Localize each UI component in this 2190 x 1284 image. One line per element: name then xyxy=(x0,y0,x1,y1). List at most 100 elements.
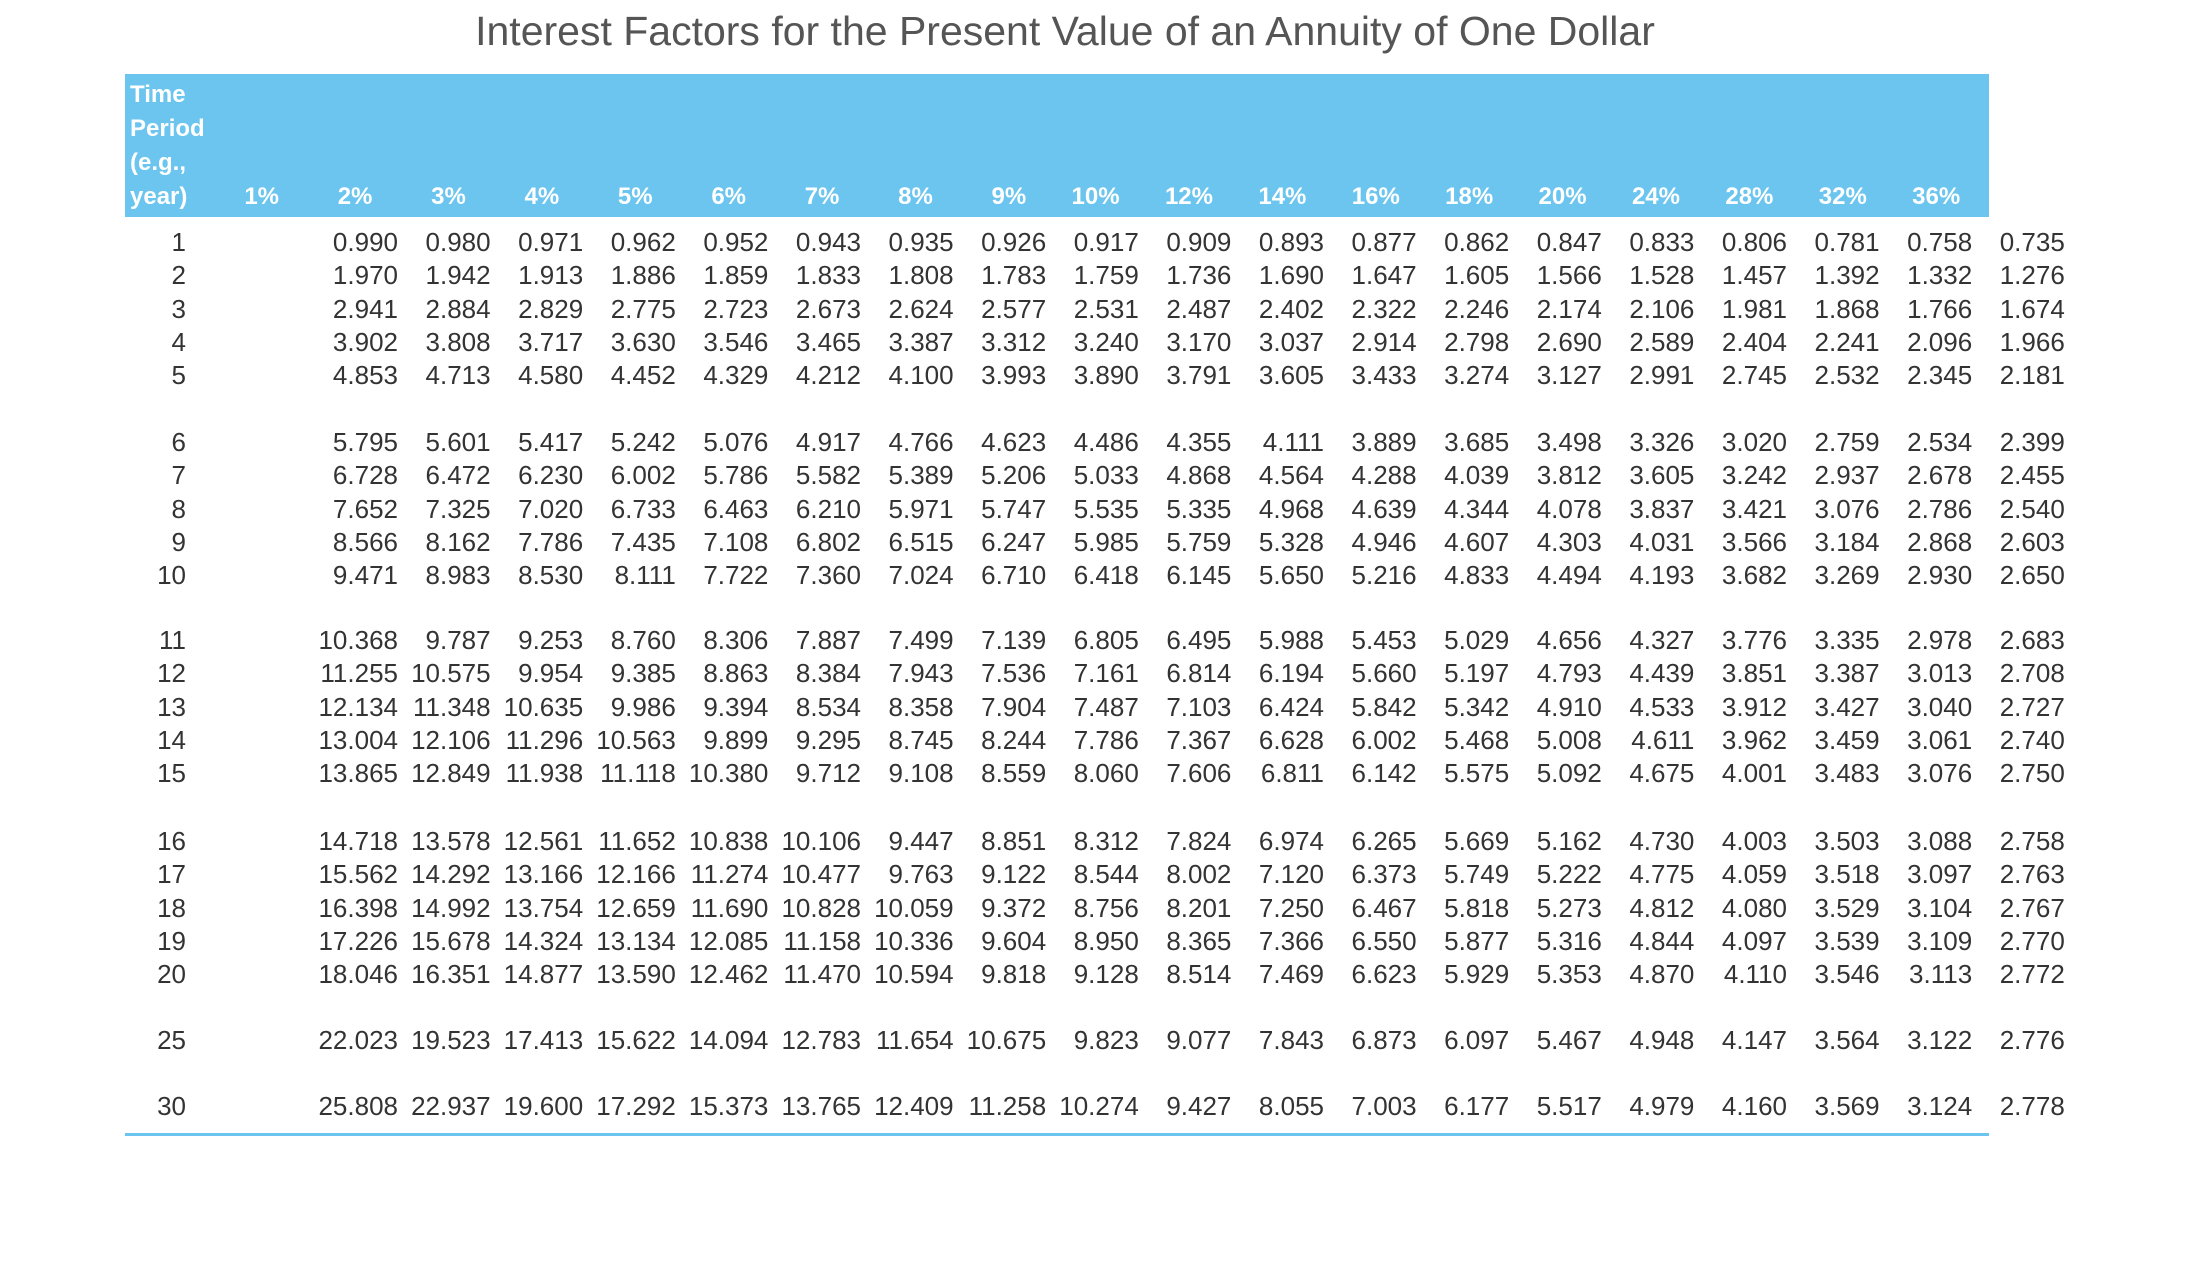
factor-cell: 4.793 xyxy=(1536,658,1602,689)
factor-cell: 2.345 xyxy=(1907,360,1973,391)
factor-cell: 2.723 xyxy=(703,293,769,324)
factor-cell: 6.002 xyxy=(1351,724,1417,755)
factor-cell: 6.097 xyxy=(1444,1025,1510,1055)
factor-cell: 2.763 xyxy=(1999,859,2065,890)
factor-cell: 7.786 xyxy=(518,526,584,557)
factor-cell: 7.487 xyxy=(1073,691,1139,722)
factor-cell: 4.288 xyxy=(1351,460,1417,491)
factor-cell: 15.373 xyxy=(688,1091,769,1121)
factor-cell: 3.630 xyxy=(610,326,676,357)
factor-cell: 10.635 xyxy=(503,691,584,722)
factor-cell: 14.992 xyxy=(411,892,491,923)
factor-cell: 3.889 xyxy=(1351,427,1417,457)
header-cell: 2% xyxy=(337,183,373,210)
factor-cell: 25.808 xyxy=(318,1091,398,1121)
factor-cell: 13.166 xyxy=(503,859,584,890)
header-cell: 5% xyxy=(617,183,653,210)
factor-cell: 22.023 xyxy=(318,1025,398,1055)
factor-cell: 8.365 xyxy=(1166,925,1232,956)
header-cell: 6% xyxy=(711,183,746,210)
factor-cell: 13.754 xyxy=(503,892,584,923)
factor-cell: 0.990 xyxy=(332,227,398,257)
factor-cell: 5.517 xyxy=(1536,1091,1602,1121)
factor-cell: 7.108 xyxy=(703,526,769,557)
factor-cell: 7.024 xyxy=(888,560,954,591)
factor-cell: 12.561 xyxy=(503,826,584,856)
factor-cell: 8.544 xyxy=(1073,859,1139,890)
factor-cell: 9.823 xyxy=(1073,1025,1139,1055)
factor-cell: 14.094 xyxy=(688,1025,769,1055)
factor-cell: 1.392 xyxy=(1814,260,1880,291)
factor-cell: 2.399 xyxy=(1999,427,2065,457)
factor-cell: 13.865 xyxy=(318,758,398,789)
factor-cell: 4.948 xyxy=(1629,1025,1695,1055)
factor-cell: 6.802 xyxy=(795,526,861,557)
header-cell: 20% xyxy=(1538,183,1587,210)
factor-cell: 10.838 xyxy=(688,826,769,856)
factor-cell: 9.427 xyxy=(1166,1091,1232,1121)
factor-cell: 6.550 xyxy=(1351,925,1417,956)
factor-cell: 3.459 xyxy=(1814,724,1880,755)
period-cell: 19 xyxy=(157,925,186,956)
factor-cell: 6.805 xyxy=(1073,625,1139,655)
factor-cell: 5.582 xyxy=(795,460,861,491)
factor-cell: 4.564 xyxy=(1258,460,1324,491)
factor-cell: 10.336 xyxy=(874,925,954,956)
factor-cell: 6.628 xyxy=(1258,724,1324,755)
factor-cell: 2.532 xyxy=(1814,360,1880,391)
factor-cell: 5.417 xyxy=(518,427,584,457)
factor-cell: 2.770 xyxy=(1999,925,2065,956)
factor-cell: 4.639 xyxy=(1351,493,1417,524)
factor-cell: 0.952 xyxy=(703,227,769,257)
factor-cell: 2.673 xyxy=(795,293,861,324)
factor-cell: 9.604 xyxy=(981,925,1047,956)
factor-cell: 3.269 xyxy=(1814,560,1880,591)
factor-cell: 2.096 xyxy=(1907,326,1973,357)
factor-cell: 8.384 xyxy=(795,658,861,689)
factor-cell: 1.736 xyxy=(1166,260,1232,291)
header-cell: 36% xyxy=(1912,183,1961,210)
factor-cell: 3.808 xyxy=(425,326,491,357)
factor-cell: 6.424 xyxy=(1258,691,1324,722)
factor-cell: 11.938 xyxy=(505,758,584,789)
factor-cell: 10.106 xyxy=(781,826,861,856)
factor-cell: 16.398 xyxy=(318,892,398,923)
factor-cell: 4.917 xyxy=(795,427,861,457)
factor-cell: 9.122 xyxy=(981,859,1047,890)
factor-cell: 9.108 xyxy=(888,758,954,789)
factor-cell: 4.110 xyxy=(1723,959,1787,990)
factor-cell: 2.683 xyxy=(1999,625,2065,655)
factor-cell: 3.433 xyxy=(1351,360,1417,391)
factor-cell: 6.194 xyxy=(1258,658,1324,689)
factor-cell: 0.893 xyxy=(1258,227,1324,257)
period-cell: 25 xyxy=(157,1025,186,1055)
factor-cell: 11.690 xyxy=(690,892,769,923)
factor-cell: 4.100 xyxy=(888,360,954,391)
factor-cell: 1.868 xyxy=(1814,293,1880,324)
factor-cell: 4.611 xyxy=(1631,724,1695,755)
factor-cell: 3.326 xyxy=(1629,427,1695,457)
factor-cell: 10.575 xyxy=(411,658,491,689)
factor-cell: 4.001 xyxy=(1721,758,1787,789)
factor-cell: 0.917 xyxy=(1073,227,1139,257)
factor-cell: 6.142 xyxy=(1351,758,1417,789)
factor-cell: 8.111 xyxy=(614,560,676,591)
factor-cell: 4.494 xyxy=(1536,560,1602,591)
factor-cell: 6.002 xyxy=(610,460,676,491)
factor-cell: 3.335 xyxy=(1814,625,1880,655)
factor-cell: 7.139 xyxy=(981,625,1047,655)
factor-cell: 6.873 xyxy=(1351,1025,1417,1055)
factor-cell: 3.569 xyxy=(1814,1091,1880,1121)
factor-cell: 14.877 xyxy=(503,959,584,990)
factor-cell: 1.833 xyxy=(795,260,861,291)
factor-cell: 2.708 xyxy=(1999,658,2065,689)
factor-cell: 9.253 xyxy=(518,625,584,655)
factor-cell: 4.080 xyxy=(1721,892,1787,923)
factor-cell: 2.868 xyxy=(1907,526,1973,557)
factor-cell: 3.902 xyxy=(332,326,398,357)
factor-cell: 4.870 xyxy=(1629,959,1695,990)
factor-cell: 6.728 xyxy=(332,460,398,491)
factor-cell: 5.197 xyxy=(1444,658,1510,689)
factor-cell: 4.968 xyxy=(1258,493,1324,524)
